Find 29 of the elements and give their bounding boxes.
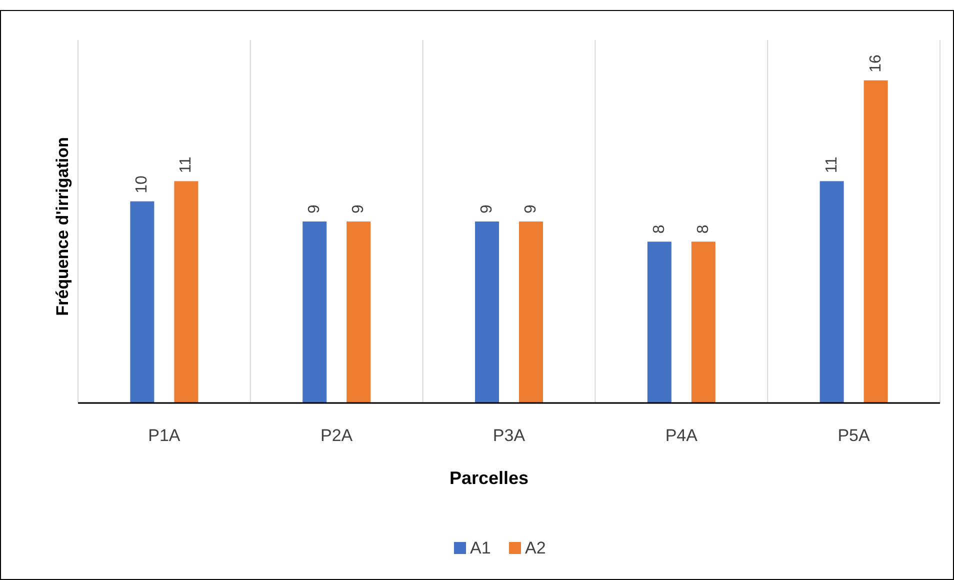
data-label: 11 xyxy=(178,156,195,174)
bar xyxy=(864,80,888,403)
data-label: 9 xyxy=(306,204,324,214)
bar xyxy=(475,222,499,403)
bar xyxy=(820,181,844,403)
data-label: 9 xyxy=(478,204,496,214)
data-label: 8 xyxy=(650,224,668,234)
data-label: 11 xyxy=(823,156,840,174)
bar xyxy=(302,222,327,403)
data-label: 10 xyxy=(134,175,151,194)
x-tick-label: P3A xyxy=(492,426,526,445)
data-label: 9 xyxy=(522,204,540,214)
bar xyxy=(519,222,543,403)
bar xyxy=(346,222,371,403)
bar xyxy=(130,201,154,403)
data-label: 16 xyxy=(867,54,884,72)
bar xyxy=(174,181,198,403)
x-tick-label: P1A xyxy=(148,426,181,445)
bar xyxy=(647,242,672,403)
legend-label: A2 xyxy=(525,538,546,558)
data-label: 8 xyxy=(694,224,712,234)
x-tick-label: P2A xyxy=(320,426,354,445)
x-tick-label: P4A xyxy=(665,426,698,445)
data-label: 9 xyxy=(350,204,368,214)
y-axis-title: Fréquence d'irrigation xyxy=(53,137,72,316)
legend-label: A1 xyxy=(470,538,491,558)
x-axis-title: Parcelles xyxy=(449,468,529,488)
x-tick-label: P5A xyxy=(838,426,871,445)
bar xyxy=(691,242,716,403)
